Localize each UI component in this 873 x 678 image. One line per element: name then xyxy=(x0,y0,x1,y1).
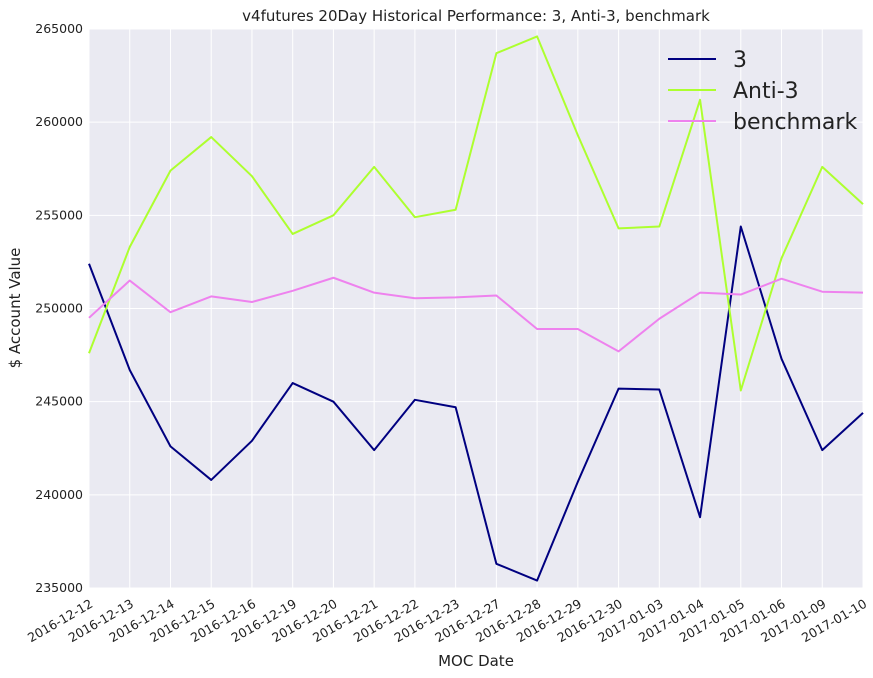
y-tick-label: 240000 xyxy=(35,487,83,502)
y-tick-label: 255000 xyxy=(35,207,83,222)
grid-lines xyxy=(88,28,864,589)
series-lines xyxy=(88,35,864,582)
legend-label: Anti-3 xyxy=(733,79,799,104)
y-axis-title: $ Account Value xyxy=(6,248,24,369)
legend-label: benchmark xyxy=(733,110,857,135)
series-line-anti-3 xyxy=(88,35,864,392)
legend: 3 Anti-3 benchmark xyxy=(668,48,857,135)
series-line-3 xyxy=(88,225,864,582)
chart-title: v4futures 20Day Historical Performance: … xyxy=(242,7,710,25)
y-tick-label: 250000 xyxy=(35,301,83,316)
y-tick-labels: 235000 240000 245000 250000 255000 260000 2650… xyxy=(35,21,83,595)
y-tick-label: 245000 xyxy=(35,394,83,409)
legend-label: 3 xyxy=(733,48,747,73)
x-tick-labels: 2016-12-122016-12-132016-12-142016-12-15… xyxy=(25,596,869,645)
y-tick-label: 235000 xyxy=(35,580,83,595)
x-axis-title: MOC Date xyxy=(438,652,514,670)
series-line-benchmark xyxy=(88,276,864,353)
y-tick-label: 260000 xyxy=(35,114,83,129)
y-tick-label: 265000 xyxy=(35,21,83,36)
